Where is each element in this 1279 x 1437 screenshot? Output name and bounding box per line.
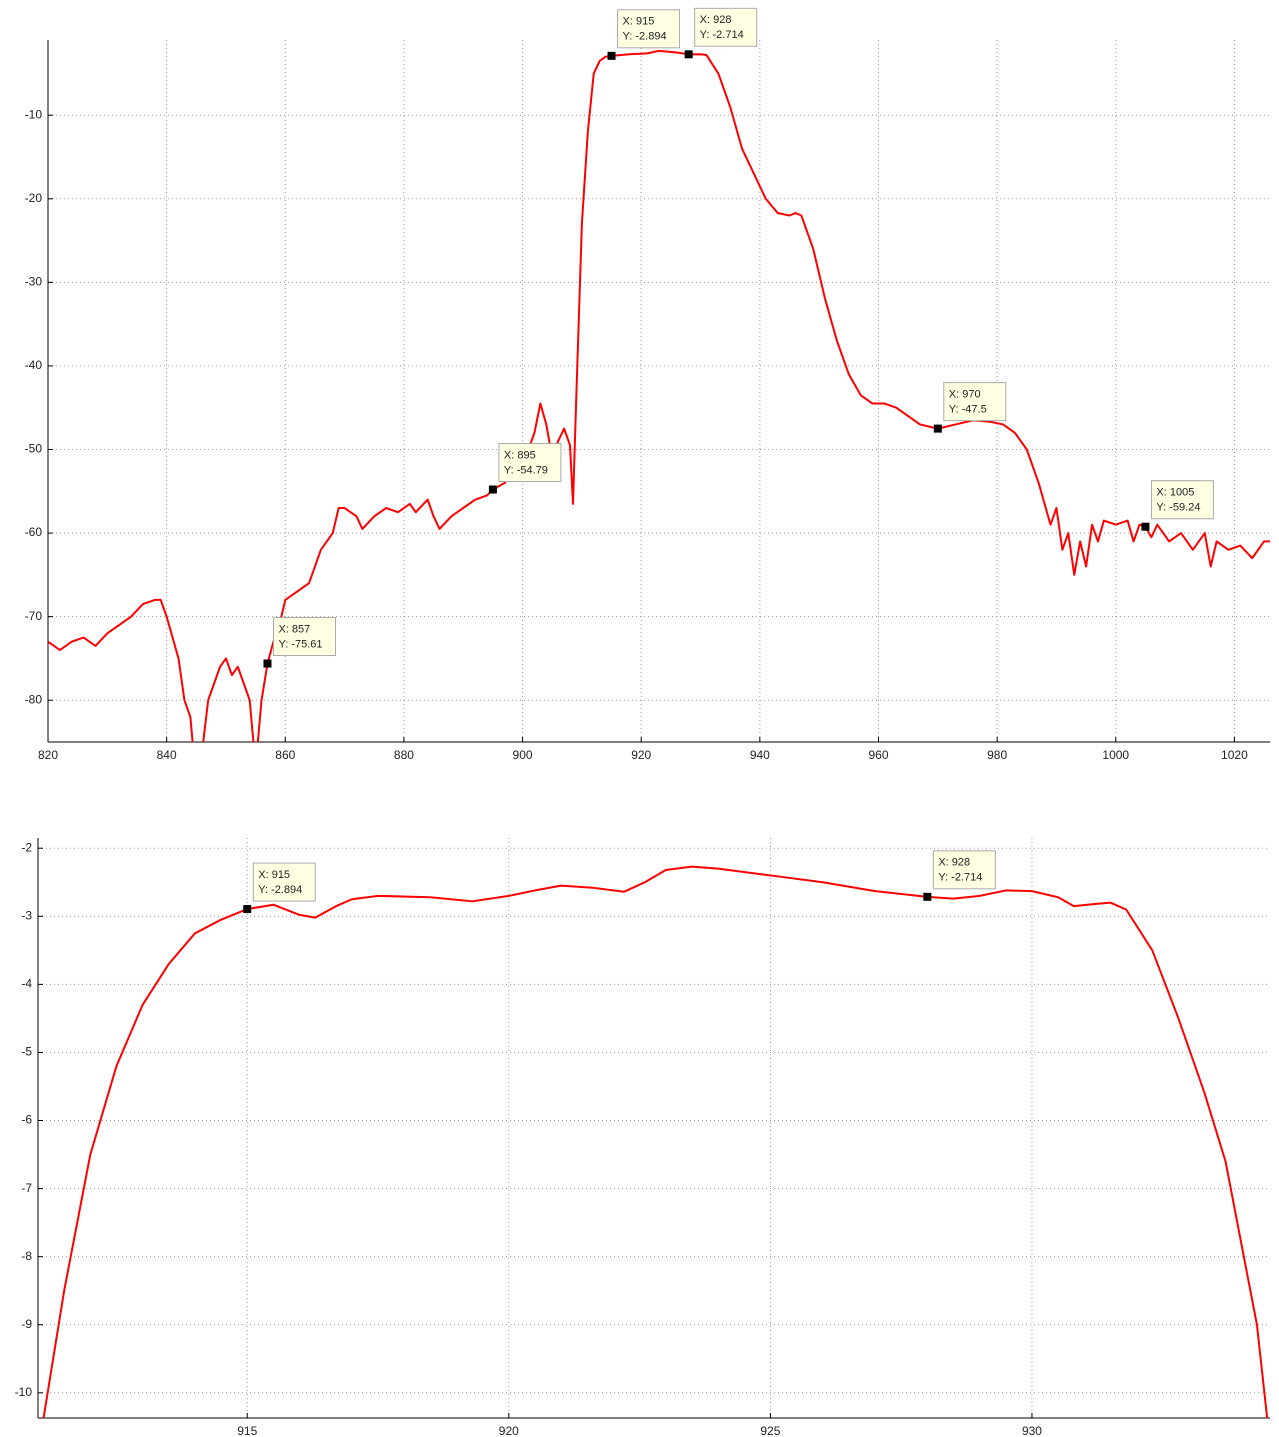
data-tip-box [252, 862, 316, 902]
data-tip: X: 895 Y: -54.79 [498, 443, 562, 483]
x-tick-label: 980 [987, 748, 1007, 762]
data-tip-y: Y: -2.894 [258, 884, 302, 896]
data-tip-box [617, 9, 681, 49]
data-tip-y: Y: -75.61 [278, 638, 322, 650]
y-tick-label: -50 [25, 442, 43, 456]
data-tip-box [932, 850, 996, 890]
y-tick-label: -60 [25, 525, 43, 539]
data-tip-marker [923, 892, 932, 901]
x-tick-label: 880 [394, 748, 414, 762]
data-tip-x: X: 915 [623, 16, 655, 28]
y-tick-label: -20 [25, 191, 43, 205]
data-tip-x: X: 915 [258, 869, 290, 881]
data-tip-box [498, 443, 562, 483]
y-tick-label: -7 [21, 1181, 32, 1195]
data-tip-x: X: 1005 [1156, 487, 1194, 499]
data-tip-x: X: 857 [278, 623, 310, 635]
data-tip-y: Y: -54.79 [504, 464, 548, 476]
y-tick-label: -5 [21, 1045, 32, 1059]
y-tick-label: -3 [21, 908, 32, 922]
data-tip-box [1150, 480, 1214, 520]
data-tip-marker [933, 424, 942, 433]
data-tip-y: Y: -59.24 [1156, 502, 1200, 514]
data-tip: X: 928 Y: -2.714 [932, 850, 996, 890]
y-tick-label: -10 [15, 1385, 33, 1399]
data-tip: X: 928 Y: -2.714 [694, 7, 758, 47]
x-tick-label: 940 [750, 748, 770, 762]
data-tip-marker [1141, 522, 1150, 531]
data-tip-x: X: 928 [938, 857, 970, 869]
x-tick-label: 920 [499, 1424, 519, 1437]
y-tick-label: -6 [21, 1113, 32, 1127]
x-tick-label: 1020 [1221, 748, 1248, 762]
y-tick-label: -40 [25, 358, 43, 372]
x-tick-label: 860 [275, 748, 295, 762]
data-tip-marker [607, 51, 616, 60]
data-tip: X: 915 Y: -2.894 [252, 862, 316, 902]
y-tick-label: -8 [21, 1249, 32, 1263]
y-tick-label: -30 [25, 275, 43, 289]
data-line [48, 49, 1270, 742]
x-tick-label: 960 [868, 748, 888, 762]
data-tip-box [272, 617, 336, 657]
data-tip-y: Y: -47.5 [949, 404, 987, 416]
x-tick-label: 915 [237, 1424, 257, 1437]
data-tip-y: Y: -2.714 [700, 29, 744, 41]
x-tick-label: 930 [1022, 1424, 1042, 1437]
data-tip: X: 970 Y: -47.5 [943, 382, 1007, 422]
y-tick-label: -80 [25, 692, 43, 706]
x-tick-label: 900 [513, 748, 533, 762]
y-tick-label: -2 [21, 840, 32, 854]
x-tick-label: 840 [157, 748, 177, 762]
data-tip-x: X: 928 [700, 14, 732, 26]
data-tip-marker [488, 485, 497, 494]
data-tip-marker [684, 50, 693, 59]
data-tip-box [943, 382, 1007, 422]
x-tick-label: 920 [631, 748, 651, 762]
data-tip-box [694, 7, 758, 47]
data-tip-marker [243, 905, 252, 914]
data-tip-marker [263, 659, 272, 668]
y-tick-label: -9 [21, 1317, 32, 1331]
data-tip-y: Y: -2.714 [938, 872, 982, 884]
y-tick-label: -10 [25, 107, 43, 121]
y-tick-label: -70 [25, 609, 43, 623]
data-line [42, 865, 1269, 1418]
data-tip-x: X: 895 [504, 449, 536, 461]
y-tick-label: -4 [21, 977, 32, 991]
x-tick-label: 925 [760, 1424, 780, 1437]
data-tip: X: 857 Y: -75.61 [272, 617, 336, 657]
x-tick-label: 820 [38, 748, 58, 762]
data-tip-y: Y: -2.894 [623, 31, 667, 43]
data-tip: X: 1005 Y: -59.24 [1150, 480, 1214, 520]
x-tick-label: 1000 [1102, 748, 1129, 762]
data-tip-x: X: 970 [949, 389, 981, 401]
data-tip: X: 915 Y: -2.894 [617, 9, 681, 49]
